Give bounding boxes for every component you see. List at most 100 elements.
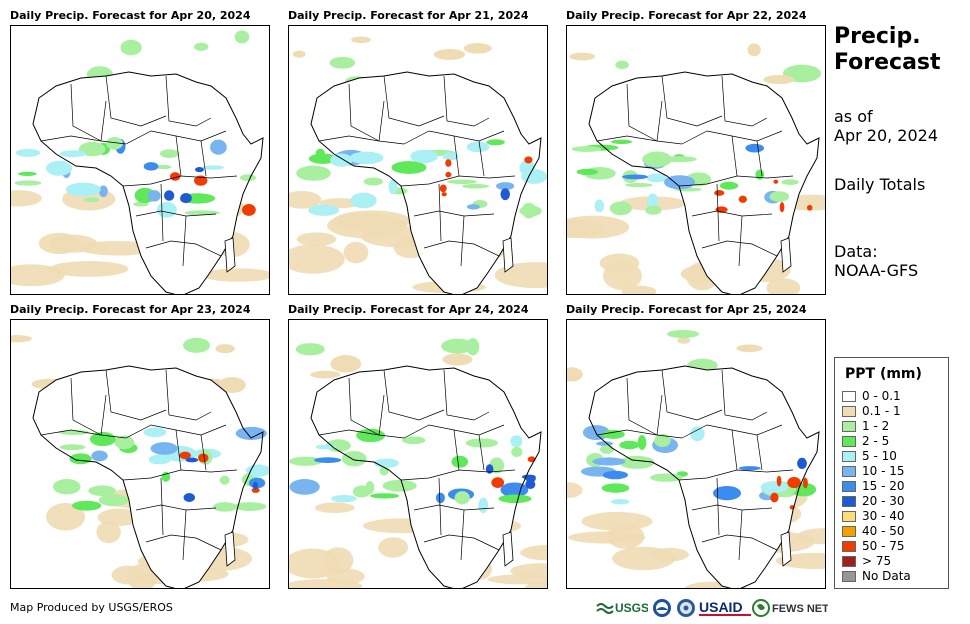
rain-cell xyxy=(370,493,400,499)
light-rain-patch xyxy=(442,353,473,366)
precip-map-svg xyxy=(567,329,825,588)
rain-cell xyxy=(571,146,602,152)
fews-net-logo-text: FEWS NET xyxy=(772,603,828,615)
rain-cell xyxy=(72,500,102,511)
legend-label: 0.1 - 1 xyxy=(862,404,901,418)
country-border xyxy=(318,135,405,145)
rain-cell xyxy=(650,473,683,482)
country-border xyxy=(145,534,222,551)
rain-cell xyxy=(654,433,671,448)
rain-cell xyxy=(65,182,101,197)
coastline xyxy=(310,71,542,294)
rain-cell xyxy=(642,151,672,168)
country-border xyxy=(721,75,768,127)
legend-item: 15 - 20 xyxy=(842,479,905,493)
country-border xyxy=(701,534,778,551)
heavy-rain-cell xyxy=(185,457,199,463)
rain-cell xyxy=(600,445,615,454)
rain-cell xyxy=(619,455,655,469)
country-border xyxy=(661,75,723,127)
rain-cell xyxy=(391,161,427,174)
rain-cell xyxy=(755,169,765,180)
legend-swatch xyxy=(842,571,856,582)
light-rain-patch xyxy=(677,337,691,344)
country-border xyxy=(460,509,465,561)
country-border xyxy=(478,434,485,471)
legend-swatch xyxy=(842,511,856,522)
precip-map-svg xyxy=(11,30,269,294)
light-rain-patch xyxy=(332,210,411,232)
rain-cell xyxy=(576,168,599,176)
precip-map xyxy=(10,319,270,589)
legend-swatch xyxy=(842,421,856,432)
legend-label: 1 - 2 xyxy=(862,419,890,433)
country-border xyxy=(691,504,773,511)
madagascar xyxy=(780,531,792,567)
rain-cell xyxy=(611,498,630,505)
rain-cell xyxy=(83,197,100,203)
rain-cell xyxy=(592,457,626,466)
heavy-rain-cell xyxy=(183,493,195,502)
light-rain-patch xyxy=(343,241,369,264)
rain-cell xyxy=(660,156,697,163)
usaid-logo-text: USAID xyxy=(699,599,743,615)
country-border xyxy=(383,75,445,127)
country-border xyxy=(731,135,738,177)
heavy-rain-cell xyxy=(779,202,785,213)
noaa-logo xyxy=(652,597,672,619)
light-rain-patch xyxy=(463,43,492,54)
rain-cell xyxy=(446,179,478,185)
rain-cell xyxy=(510,435,523,448)
country-border xyxy=(40,429,127,439)
rain-cell xyxy=(496,182,515,191)
land-mass xyxy=(311,366,541,588)
rain-cell xyxy=(745,143,764,153)
country-border xyxy=(175,429,182,471)
light-rain-patch xyxy=(96,521,121,544)
commerce-seal-logo xyxy=(676,597,696,619)
rain-cell xyxy=(511,446,523,457)
rain-cell xyxy=(594,199,605,213)
light-rain-patch xyxy=(234,30,250,44)
country-border xyxy=(478,140,485,177)
as-of-block: as of Apr 20, 2024 xyxy=(834,107,938,145)
rain-cell xyxy=(58,429,90,435)
legend-swatch xyxy=(842,481,856,492)
as-of-date: Apr 20, 2024 xyxy=(834,126,939,145)
rain-cell xyxy=(106,137,123,150)
country-border xyxy=(438,183,442,242)
rain-cell xyxy=(601,430,625,439)
panel-title: Daily Precip. Forecast for Apr 21, 2024 xyxy=(288,9,529,22)
heavy-rain-cell xyxy=(445,171,452,178)
rain-cell xyxy=(308,153,337,164)
rain-cell xyxy=(210,139,227,155)
rain-cell xyxy=(148,454,171,465)
heavy-rain-cell xyxy=(194,175,208,186)
country-border xyxy=(716,183,720,242)
rain-cell xyxy=(45,160,73,176)
map-credit: Map Produced by USGS/EROS xyxy=(10,601,173,614)
rain-cell xyxy=(219,475,230,485)
rain-cell xyxy=(159,149,180,159)
legend-label: 20 - 30 xyxy=(862,494,905,508)
precip-map xyxy=(566,25,826,295)
light-rain-patch xyxy=(111,565,145,585)
heavy-rain-cell xyxy=(714,190,725,196)
heavy-rain-cell xyxy=(198,453,209,463)
rain-cell xyxy=(156,201,177,218)
legend-item: 40 - 50 xyxy=(842,524,905,538)
data-source-value: NOAA-GFS xyxy=(834,261,919,280)
light-rain-patch xyxy=(289,244,345,274)
light-rain-patch xyxy=(310,370,341,379)
country-border xyxy=(105,369,167,421)
panel-title: Daily Precip. Forecast for Apr 25, 2024 xyxy=(566,303,807,316)
rain-cell xyxy=(602,470,628,480)
coastline xyxy=(32,71,264,294)
rain-cell xyxy=(521,169,547,184)
country-border xyxy=(626,377,663,436)
light-rain-patch xyxy=(466,338,480,356)
rain-cell xyxy=(331,495,357,503)
country-border xyxy=(105,75,167,127)
country-border xyxy=(383,369,445,421)
light-rain-patch xyxy=(97,508,141,527)
